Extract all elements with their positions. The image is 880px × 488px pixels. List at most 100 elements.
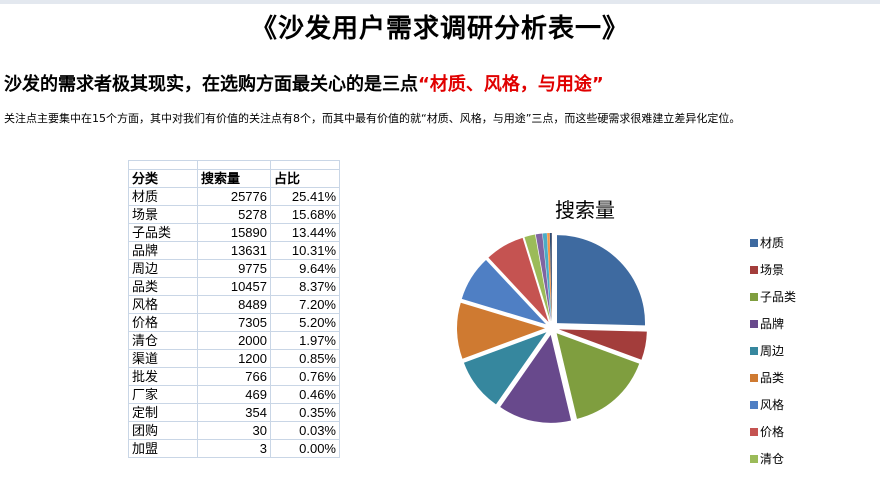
pie-slice-价格 <box>488 237 549 322</box>
legend-label: 场景 <box>760 263 784 277</box>
cell-category: 材质 <box>128 187 198 206</box>
legend-label: 材质 <box>760 236 784 250</box>
legend-swatch <box>750 374 758 382</box>
header-share: 占比 <box>270 169 340 188</box>
pie-slice-定制 <box>549 233 552 321</box>
cell-search-volume: 9775 <box>197 259 271 278</box>
pie-slice-清仓 <box>524 234 551 322</box>
table-row: 品类 10457 8.37% <box>128 277 340 296</box>
cell-category: 品类 <box>128 277 198 296</box>
cell-share: 5.20% <box>270 313 340 332</box>
cell-search-volume: 469 <box>197 385 271 404</box>
legend-label: 品牌 <box>760 317 784 331</box>
table-row: 风格 8489 7.20% <box>128 295 340 314</box>
cell-search-volume: 25776 <box>197 187 271 206</box>
legend-swatch <box>750 347 758 355</box>
legend-label: 品类 <box>760 371 784 385</box>
legend-swatch <box>750 239 758 247</box>
cell-category: 周边 <box>128 259 198 278</box>
cell-share: 25.41% <box>270 187 340 206</box>
table-row: 场景 5278 15.68% <box>128 205 340 224</box>
legend-label: 清仓 <box>760 452 784 466</box>
table-row: 团购 30 0.03% <box>128 421 340 440</box>
legend-swatch <box>750 266 758 274</box>
legend-label: 风格 <box>760 397 784 412</box>
cell-search-volume: 354 <box>197 403 271 422</box>
cell-category: 场景 <box>128 205 198 224</box>
table-row: 材质 25776 25.41% <box>128 187 340 206</box>
top-border <box>0 0 880 4</box>
pie-slice-材质 <box>557 235 646 326</box>
pie-slice-厂家 <box>547 233 552 322</box>
chart-title: 搜索量 <box>555 198 615 222</box>
cell-search-volume: 7305 <box>197 313 271 332</box>
table-header-row: 分类 搜索量 占比 <box>128 169 340 188</box>
table-row: 加盟 3 0.00% <box>128 439 340 458</box>
cell-category: 厂家 <box>128 385 198 404</box>
cell-search-volume: 10457 <box>197 277 271 296</box>
legend-swatch <box>750 293 758 301</box>
cell-category: 定制 <box>128 403 198 422</box>
pie-slice-批发 <box>542 233 552 322</box>
data-table: 分类 搜索量 占比 材质 25776 25.41% 场景 5278 15.68% 子品类 15… <box>128 160 340 458</box>
legend-label: 周边 <box>760 344 784 358</box>
page-subtitle: 沙发的需求者极其现实，在选购方面最关心的是三点“材质、风格，与用途” <box>4 70 604 96</box>
cell-search-volume: 1200 <box>197 349 271 368</box>
cell-search-volume: 13631 <box>197 241 271 260</box>
page-description: 关注点主要集中在15个方面，其中对我们有价值的关注点有8个，而其中最有价值的就“… <box>4 112 741 125</box>
table-row: 品牌 13631 10.31% <box>128 241 340 260</box>
pie-slice-品牌 <box>500 334 572 423</box>
cell-category: 批发 <box>128 367 198 386</box>
cell-share: 7.20% <box>270 295 340 314</box>
cell-share: 10.31% <box>270 241 340 260</box>
cell-category: 价格 <box>128 313 198 332</box>
cell-category: 清仓 <box>128 331 198 350</box>
cell-category: 渠道 <box>128 349 198 368</box>
cell-share: 0.00% <box>270 439 340 458</box>
pie-slice-风格 <box>461 259 547 325</box>
cell-share: 15.68% <box>270 205 340 224</box>
legend-swatch <box>750 320 758 328</box>
subtitle-highlight: “材质、风格，与用途” <box>418 74 604 95</box>
pie-slice-渠道 <box>535 233 552 322</box>
cell-search-volume: 3 <box>197 439 271 458</box>
table-row: 厂家 469 0.46% <box>128 385 340 404</box>
page-title: 《沙发用户需求调研分析表一》 <box>250 14 629 44</box>
legend-label: 子品类 <box>760 290 796 304</box>
cell-search-volume: 766 <box>197 367 271 386</box>
cut-header-row <box>128 160 340 170</box>
table-row: 批发 766 0.76% <box>128 367 340 386</box>
cell-search-volume: 30 <box>197 421 271 440</box>
pie-slice-品类 <box>457 302 545 359</box>
table-row: 渠道 1200 0.85% <box>128 349 340 368</box>
pie-slice-周边 <box>463 332 547 405</box>
pie-slice-子品类 <box>556 333 640 419</box>
pie-slice-场景 <box>558 329 647 360</box>
cell-search-volume: 15890 <box>197 223 271 242</box>
table-row: 价格 7305 5.20% <box>128 313 340 332</box>
cell-share: 9.64% <box>270 259 340 278</box>
cell-search-volume: 5278 <box>197 205 271 224</box>
legend-swatch <box>750 401 758 409</box>
cell-share: 0.85% <box>270 349 340 368</box>
header-search-volume: 搜索量 <box>197 169 271 188</box>
table-row: 清仓 2000 1.97% <box>128 331 340 350</box>
cell-share: 0.76% <box>270 367 340 386</box>
cell-category: 品牌 <box>128 241 198 260</box>
subtitle-main: 沙发的需求者极其现实，在选购方面最关心的是三点 <box>4 74 418 95</box>
cell-share: 1.97% <box>270 331 340 350</box>
cell-search-volume: 2000 <box>197 331 271 350</box>
legend-label: 价格 <box>760 424 784 439</box>
table-row: 周边 9775 9.64% <box>128 259 340 278</box>
cell-share: 0.03% <box>270 421 340 440</box>
cell-share: 0.46% <box>270 385 340 404</box>
cell-share: 13.44% <box>270 223 340 242</box>
cell-search-volume: 8489 <box>197 295 271 314</box>
table-row: 子品类 15890 13.44% <box>128 223 340 242</box>
cell-category: 团购 <box>128 421 198 440</box>
table-row: 定制 354 0.35% <box>128 403 340 422</box>
header-category: 分类 <box>128 169 198 188</box>
legend-swatch <box>750 455 758 463</box>
cell-category: 风格 <box>128 295 198 314</box>
